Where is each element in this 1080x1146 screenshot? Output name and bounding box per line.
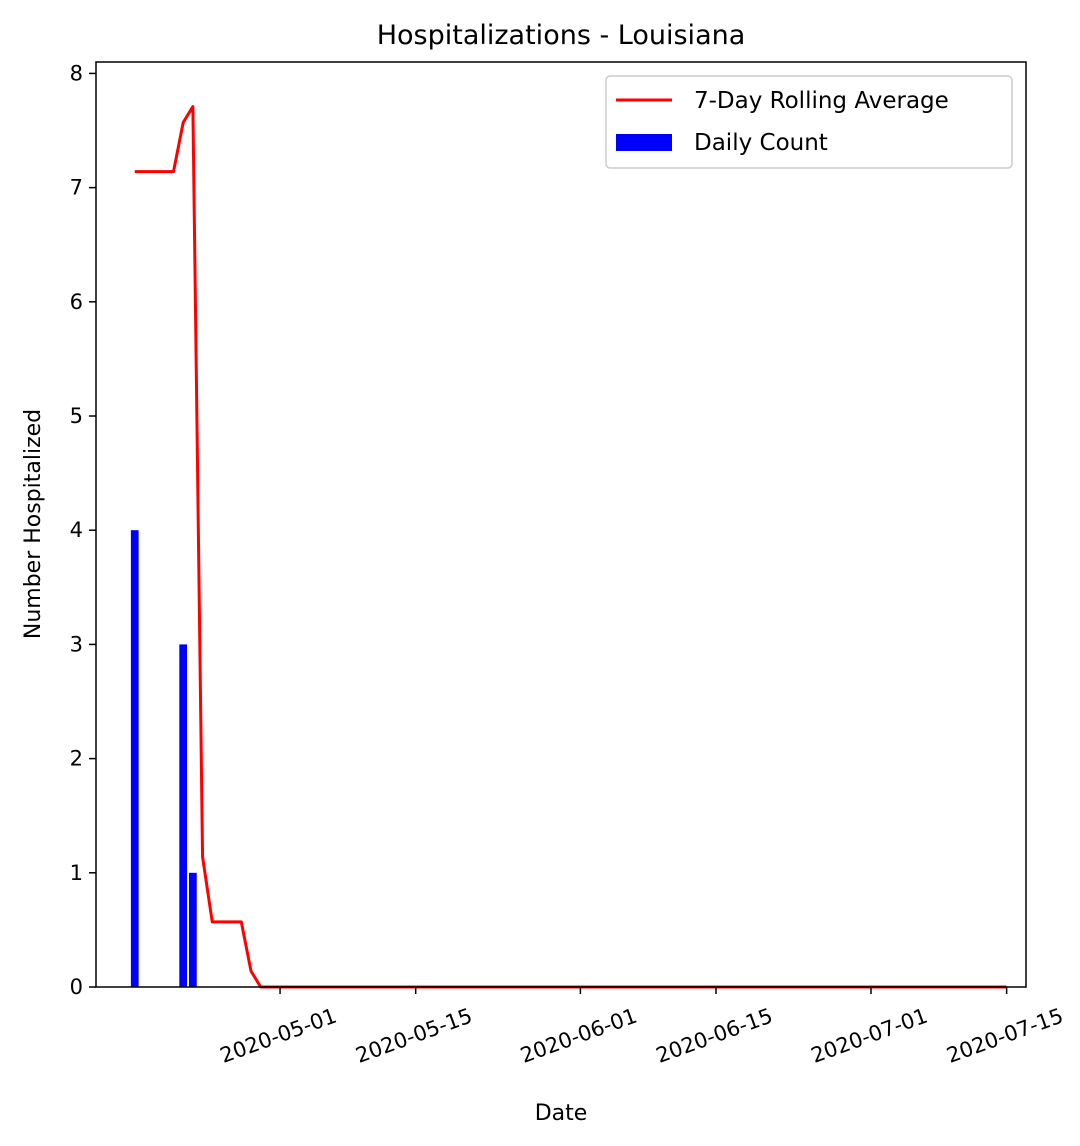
legend: 7-Day Rolling Average Daily Count <box>605 75 1013 169</box>
bar-daily-count-0 <box>130 530 139 987</box>
y-tick-label-2: 2 <box>70 747 83 771</box>
y-tick-label-5: 5 <box>70 404 83 428</box>
y-tick-label-7: 7 <box>70 176 83 200</box>
x-axis-label: Date <box>535 1101 588 1126</box>
legend-label-daily-count: Daily Count <box>694 130 828 156</box>
y-tick-label-1: 1 <box>70 861 83 885</box>
bar-daily-count-2 <box>189 872 197 987</box>
legend-label-rolling-average: 7-Day Rolling Average <box>694 88 949 114</box>
legend-bar-swatch <box>616 134 672 151</box>
y-tick-label-3: 3 <box>70 632 83 656</box>
plot-area-frame <box>95 61 1027 988</box>
y-axis-ticks: 0 1 2 3 4 5 6 7 8 <box>70 61 96 999</box>
y-axis-label: Number Hospitalized <box>21 409 46 639</box>
y-tick-label-8: 8 <box>70 61 83 85</box>
bar-daily-count-1 <box>179 644 188 987</box>
legend-box <box>605 75 1013 169</box>
y-tick-label-0: 0 <box>70 975 83 999</box>
y-tick-label-4: 4 <box>70 518 83 542</box>
y-tick-label-6: 6 <box>70 290 83 314</box>
chart-title: Hospitalizations - Louisiana <box>377 20 746 51</box>
